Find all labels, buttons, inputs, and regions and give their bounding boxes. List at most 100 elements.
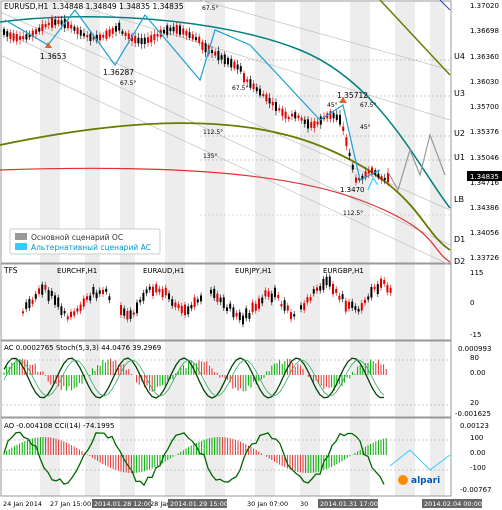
ma-olive	[0, 122, 451, 251]
angle-label: 112.5°	[203, 129, 223, 136]
tfs-candle-body	[139, 299, 142, 303]
ac-scale-tick: -0.001625	[455, 410, 491, 418]
candle-body	[89, 33, 92, 41]
tfs-candle-body	[66, 316, 69, 320]
candle-body	[284, 111, 287, 119]
candle-body	[15, 34, 18, 42]
candle-body	[111, 27, 114, 34]
candle-body	[380, 176, 383, 181]
candle-body	[233, 61, 236, 69]
price-tick: 1.35700	[470, 103, 499, 111]
tfs-candle-body	[338, 295, 341, 300]
ao-scale-tick: 100	[470, 434, 483, 442]
candle-body	[265, 94, 268, 102]
price-scale[interactable]: 1.37020 1.36698 1.36360 1.36030 1.35700 …	[470, 2, 499, 262]
candle-body	[118, 22, 121, 31]
level-label-lb: LB	[454, 195, 464, 204]
tfs-candle-body	[238, 312, 241, 321]
tfs-candle-body	[286, 305, 289, 311]
tfs-candle-body	[50, 290, 53, 297]
time-tick: 30 Jan 07:00	[247, 500, 288, 508]
ac-scale-tick: 20	[470, 399, 479, 407]
tfs-candle-body	[316, 287, 318, 292]
tfs-candle-body	[102, 289, 104, 295]
candle-body	[153, 34, 156, 41]
session-stripe	[395, 2, 415, 496]
candle-body	[108, 29, 111, 37]
candle-body	[31, 30, 34, 37]
tfs-candle-body	[187, 306, 190, 315]
tfs-candle-body	[161, 289, 164, 298]
level-label-d1: D1	[454, 235, 465, 244]
tfs-candle-body	[245, 308, 248, 319]
tfs-candle-body	[213, 288, 216, 299]
candle-body	[54, 19, 57, 25]
tfs-candle-body	[348, 301, 350, 309]
candle-body	[310, 122, 313, 128]
candle-body	[262, 93, 265, 96]
ao-scale: 0.00123 100 0.00 -100 -0.00767	[460, 422, 491, 494]
tfs-candle-body	[312, 289, 315, 294]
tfs-candle-body	[28, 299, 31, 308]
candle-body	[387, 172, 389, 183]
candle-body	[259, 88, 261, 96]
time-tick: 2014.01.29 15:00	[170, 500, 228, 508]
candle-body	[73, 26, 76, 31]
tfs-candle-body	[123, 308, 126, 316]
tfs-candle-body	[44, 284, 47, 290]
candle-body	[25, 34, 28, 40]
price-tick: 1.34386	[470, 204, 499, 212]
candle-body	[115, 25, 117, 32]
candle-body	[28, 33, 31, 38]
candle-body	[377, 173, 380, 178]
tfs-candle-body	[354, 306, 357, 310]
candle-body	[252, 83, 255, 90]
zigzag-marker	[339, 97, 347, 103]
tfs-candle-body	[22, 311, 24, 314]
candle-body	[220, 55, 223, 60]
channel-line	[0, 11, 451, 211]
tfs-candle-body	[274, 287, 276, 298]
tfs-candle-body	[280, 304, 283, 307]
tfs-candle-body	[242, 315, 244, 325]
tfs-candle-body	[389, 287, 392, 293]
zigzag	[4, 8, 381, 181]
candle-body	[166, 25, 169, 36]
candle-body	[86, 35, 89, 38]
legend-box	[9, 228, 161, 255]
tfs-candle-body	[164, 287, 167, 296]
candle-body	[332, 112, 335, 119]
tfs-pair-euraud: EURAUD,H1	[143, 267, 184, 275]
candle-body	[22, 36, 25, 40]
tfs-candle-body	[73, 311, 76, 316]
tfs-candle-body	[177, 304, 180, 309]
price-tick: 1.36360	[470, 53, 499, 61]
time-tick: 2014.02.04 00:00	[424, 500, 482, 508]
session-stripe	[350, 2, 370, 496]
candle-body	[198, 36, 201, 44]
angle-label: 112.5°	[343, 210, 363, 217]
tfs-candle-body	[325, 276, 328, 286]
ac-scale-tick: 80	[470, 354, 479, 362]
angle-label: 135°	[203, 153, 217, 160]
ao-scale-tick: -0.00767	[460, 486, 491, 494]
zigzag-marker	[45, 42, 52, 48]
candle-body	[307, 119, 309, 129]
channel-line	[199, 0, 451, 71]
tfs-scale-tick: 115	[470, 269, 483, 277]
candle-body	[339, 114, 341, 125]
tfs-candle-body	[290, 312, 292, 320]
candle-body	[156, 34, 159, 37]
tfs-candle-body	[344, 300, 347, 312]
candle-body	[227, 57, 229, 65]
time-axis[interactable]: 24 Jan 2014 27 Jan 15:00 2014.01.28 12:0…	[3, 499, 482, 508]
candle-body	[182, 28, 185, 35]
tfs-candle-body	[248, 312, 251, 319]
tfs-candle-body	[25, 302, 28, 309]
candle-body	[287, 116, 290, 120]
candle-body	[278, 108, 281, 111]
tfs-candle-body	[267, 291, 270, 297]
candle-body	[147, 37, 149, 43]
session-stripe	[205, 2, 225, 496]
